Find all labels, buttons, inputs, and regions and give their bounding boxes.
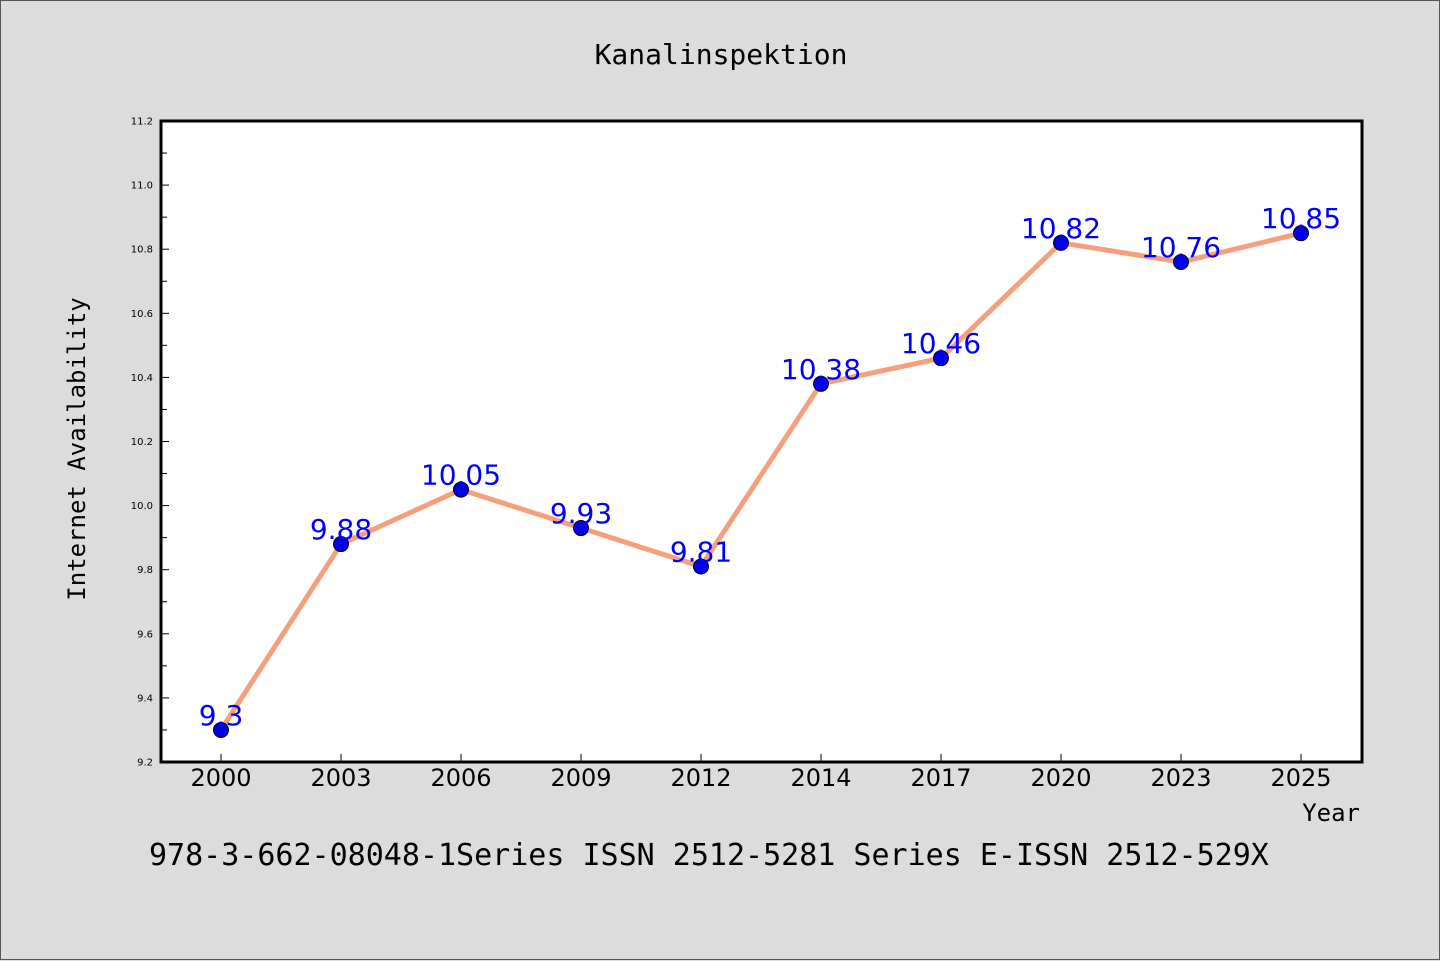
data-point <box>1293 225 1309 242</box>
data-point <box>453 481 469 498</box>
data-point <box>213 721 229 738</box>
data-label: 9.3 <box>199 699 244 732</box>
x-tick-label: 2020 <box>1030 764 1091 792</box>
x-axis-label: Year <box>1302 799 1360 827</box>
data-point <box>333 536 349 553</box>
y-tick-label: 9.6 <box>137 629 153 640</box>
data-label: 10.85 <box>1261 202 1341 235</box>
y-tick-label: 9.8 <box>137 565 153 576</box>
data-point <box>573 520 589 537</box>
series-group: 9.3 9.88 10.05 9.93 9.81 10.38 10.46 10.82 10.76… <box>199 202 1341 738</box>
y-tick-label: 9.4 <box>137 693 153 704</box>
plot-area <box>159 119 1364 764</box>
chart-title: Kanalinspektion <box>595 38 848 71</box>
x-tick-label: 2003 <box>310 764 371 792</box>
x-tick-label: 2017 <box>910 764 971 792</box>
y-tick-label: 10.0 <box>131 501 153 512</box>
x-tick-label: 2014 <box>790 764 851 792</box>
x-axis: 2000 2003 2006 2009 2012 2014 2017 2020 2023 2025 <box>190 754 1332 792</box>
y-tick-label: 10.4 <box>131 373 153 384</box>
y-tick-label: 11.2 <box>131 117 153 128</box>
data-label: 9.88 <box>310 513 372 546</box>
data-point <box>933 350 949 367</box>
y-tick-label: 10.2 <box>131 437 153 448</box>
y-tick-label: 10.6 <box>131 309 153 320</box>
data-label: 10.46 <box>901 327 981 360</box>
x-tick-label: 2009 <box>550 764 611 792</box>
data-label: 9.93 <box>550 497 612 530</box>
y-axis: 9.2 9.4 9.6 9.8 10.0 10.2 10.4 10.6 10.8 11.0 11.2 <box>131 117 169 769</box>
x-tick-label: 2012 <box>670 764 731 792</box>
data-point <box>693 558 709 575</box>
x-tick-label: 2023 <box>1150 764 1211 792</box>
data-label: 10.82 <box>1021 212 1101 245</box>
footer-text: 978-3-662-08048-1Series ISSN 2512-5281 S… <box>149 838 1269 873</box>
y-axis-label: Internet Availability <box>63 297 91 600</box>
data-point <box>1173 254 1189 271</box>
data-label: 10.76 <box>1141 231 1221 264</box>
x-tick-label: 2025 <box>1270 764 1331 792</box>
series-line <box>218 230 1304 733</box>
x-tick-label: 2006 <box>430 764 491 792</box>
data-label: 10.05 <box>421 459 501 492</box>
data-point <box>813 375 829 392</box>
data-point <box>1053 234 1069 251</box>
data-label: 9.81 <box>670 535 732 568</box>
y-tick-label: 9.2 <box>137 758 153 769</box>
x-tick-label: 2000 <box>190 764 251 792</box>
data-label: 10.38 <box>781 353 861 386</box>
y-tick-label: 10.8 <box>131 245 153 256</box>
y-tick-label: 11.0 <box>131 181 153 192</box>
